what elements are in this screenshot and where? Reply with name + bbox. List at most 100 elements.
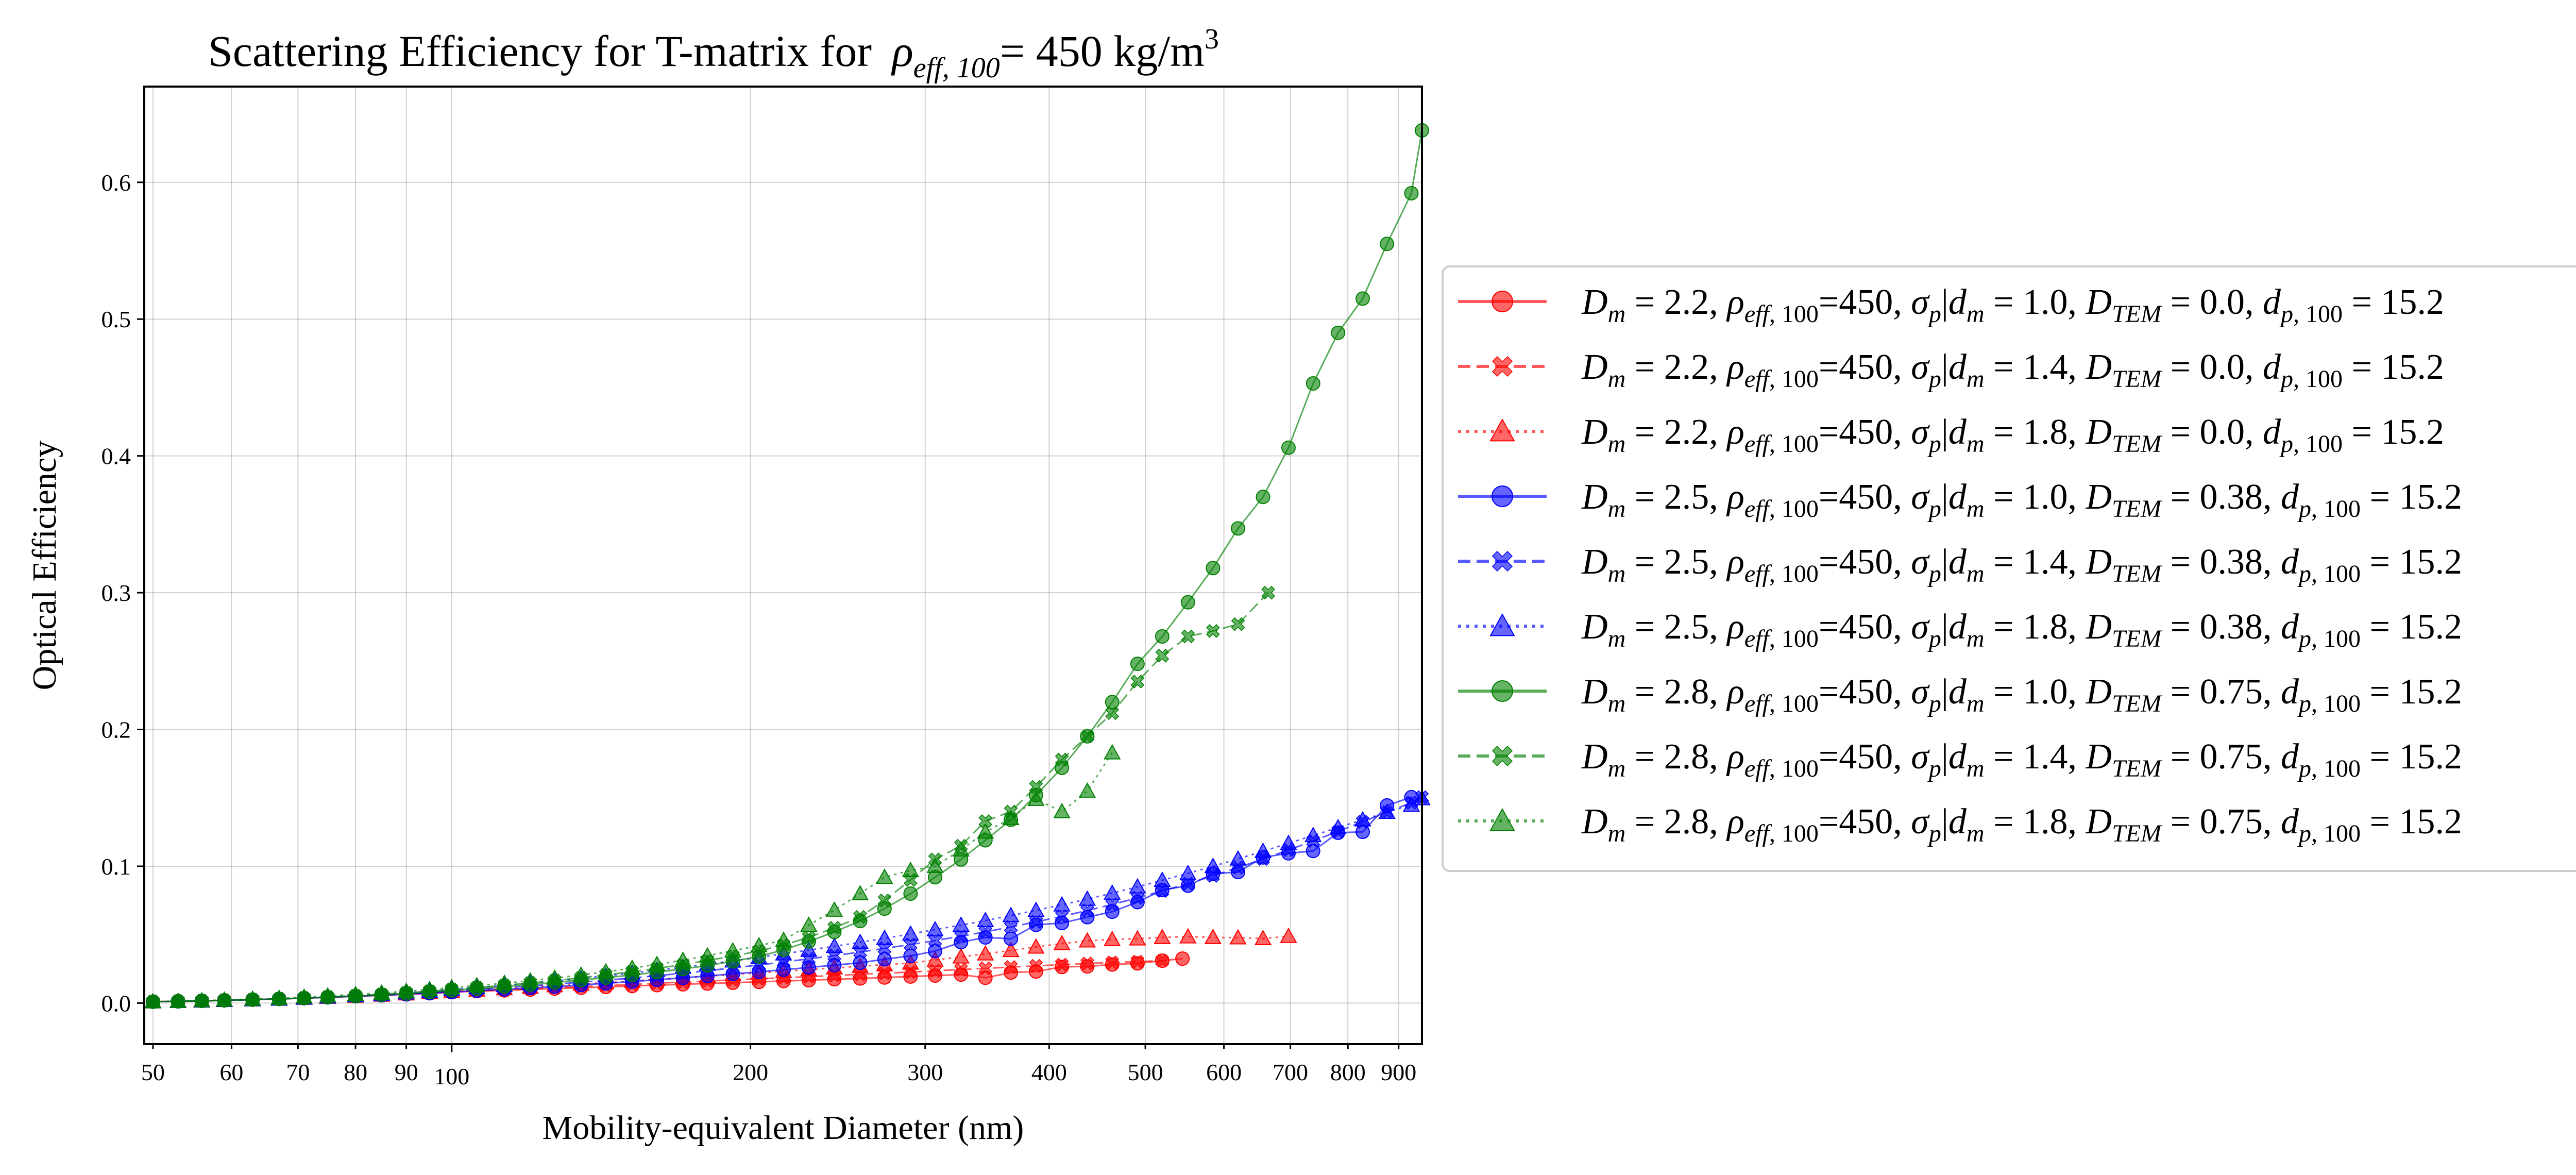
series-8-point-5 [270,989,288,1005]
x-tick-label-2: 60 [219,1059,243,1085]
legend-entry-5: Dm = 2.5, ρeff, 100=450, σp|dm = 1.8, DT… [1458,607,2462,652]
series-8-point-29 [876,868,893,884]
series-8-point-34 [1002,810,1020,826]
series-5-point-45 [1280,834,1297,850]
legend-marker-6 [1492,680,1513,702]
series-7-point-28 [853,910,868,924]
grid-lines [144,87,1422,1044]
series-5-point-33 [977,912,994,928]
series-8-point-18 [597,963,615,979]
series-3-point-29 [877,952,892,967]
plot-frame [143,86,1423,1045]
series-7-point-38 [1105,706,1120,720]
series-5-point-36 [1053,896,1071,912]
series-5-point-49 [1378,803,1396,819]
series-7-point-41 [1181,629,1195,644]
y-tick-label-5: 0.5 [101,306,131,332]
legend-label-7: Dm = 2.8, ρeff, 100=450, σp|dm = 1.4, DT… [1581,737,2462,782]
x-tick-label-11: 700 [1273,1059,1308,1085]
series-3-point-30 [903,948,918,963]
series-5-point-35 [1027,901,1045,917]
series-2-point-35 [1027,938,1045,954]
legend-entry-1: Dm = 2.2, ρeff, 100=450, σp|dm = 1.4, DT… [1458,347,2444,393]
series-5-point-29 [876,929,893,945]
series-6-point-42 [1206,561,1221,576]
series-4-point-34 [1004,920,1018,934]
series-8-point-24 [750,936,768,952]
series-5-point-27 [825,937,843,953]
x-tick-label-3: 70 [286,1059,310,1085]
series-8-point-10 [397,982,415,998]
series-6-point-40 [1155,629,1170,644]
series-6-point-30 [903,886,918,901]
series-7-point-40 [1155,648,1170,663]
y-tick-label-1: 0.1 [101,853,131,880]
series-5-point-39 [1129,878,1146,894]
series-6-point-43 [1231,521,1246,536]
series-7-point-29 [877,893,892,908]
series-8 [144,744,1121,1009]
series-4-point-29 [877,941,892,955]
series-4-point-31 [928,933,942,948]
series-3-point-28 [853,955,868,970]
series-3-point-31 [928,944,943,959]
series-8-point-1 [169,992,187,1008]
series-8-point-28 [851,885,869,900]
series-1-point-40 [1155,953,1170,968]
series-4-point-38 [1105,897,1120,912]
y-tick-label-3: 0.3 [101,580,131,606]
series-2-point-41 [1179,928,1197,944]
series-1-point-39 [1130,954,1145,969]
series-2-point-39 [1129,930,1146,946]
series-1-point-38 [1105,955,1120,969]
series-8-point-21 [674,951,692,967]
series-1-point-36 [1055,958,1069,972]
series-4-point-36 [1055,909,1069,924]
series-5-point-38 [1104,884,1121,900]
series-8-point-20 [648,955,666,971]
series-8-point-35 [1027,790,1045,806]
legend-box [1442,265,2576,872]
series-8-point-11 [421,981,438,997]
legend-label-0: Dm = 2.2, ρeff, 100=450, σp|dm = 1.0, DT… [1581,282,2444,328]
y-tick-label-2: 0.2 [101,717,131,743]
legend-label-3: Dm = 2.5, ρeff, 100=450, σp|dm = 1.0, DT… [1581,477,2462,523]
series-5-point-26 [800,941,818,957]
series-5-point-30 [902,925,920,941]
series-4-point-30 [903,937,918,952]
series-6-point-48 [1355,291,1370,306]
series-7-point-33 [978,814,993,828]
series-8-point-22 [699,947,716,963]
series-8-point-19 [623,959,641,975]
legend-entry-2: Dm = 2.2, ρeff, 100=450, σp|dm = 1.8, DT… [1458,412,2444,458]
legend-entry-8: Dm = 2.8, ρeff, 100=450, σp|dm = 1.8, DT… [1458,802,2462,847]
series-5-point-32 [952,916,970,932]
series-2-point-38 [1104,930,1121,946]
series-4-point-41 [1181,877,1195,891]
x-tick-label-10: 600 [1206,1059,1242,1085]
legend-label-8: Dm = 2.8, ρeff, 100=450, σp|dm = 1.8, DT… [1581,802,2462,847]
series-8-point-23 [724,942,742,958]
y-tick-label-6: 0.6 [101,170,131,196]
series-5-point-41 [1179,864,1197,880]
legend-marker-0 [1492,291,1513,312]
x-tick-label-12: 800 [1330,1059,1366,1085]
series-8-point-26 [800,916,818,932]
series-5-point-42 [1204,857,1222,873]
series-8-point-38 [1104,744,1121,760]
legend-marker-2 [1489,418,1515,442]
x-tick-label-6: 200 [733,1059,768,1085]
series-8-point-2 [193,992,211,1008]
series-4-point-39 [1130,891,1145,905]
x-tick-label-8: 400 [1031,1059,1067,1085]
series-0-point-41 [1175,951,1190,966]
series-4-point-33 [978,925,993,939]
series-2-point-32 [952,948,970,964]
series-8-point-32 [952,841,970,857]
chart-title: Scattering Efficiency for T-matrix for ρ… [208,23,1219,84]
axis-ticks: 100 50 60 70 80 90 200 300 400 500 600 700 800 900 0.0… [101,170,1417,1089]
series-8-point-36 [1053,802,1071,818]
series-1-point-37 [1080,956,1094,971]
series-8-point-9 [373,984,391,1000]
